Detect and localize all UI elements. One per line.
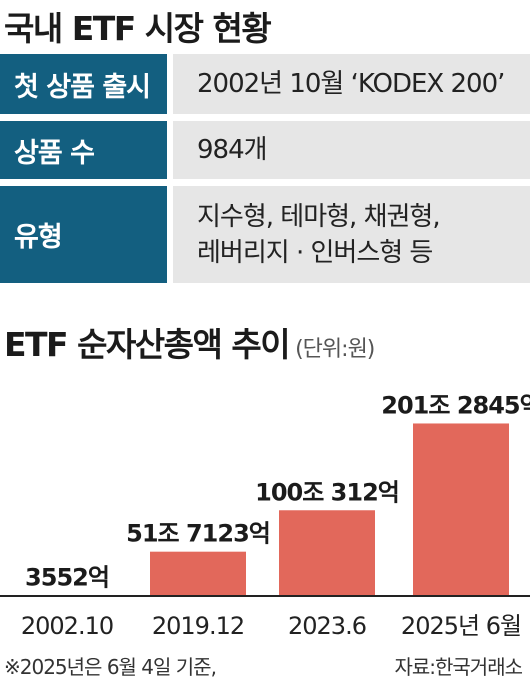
info-value-types-line-1: 지수형, 테마형, 채권형,: [197, 201, 441, 232]
x-tick-label-0: 2002.10: [21, 612, 113, 640]
info-value-launch-text: 2002년 10월 ‘KODEX 200’: [197, 69, 505, 99]
bar-3: [413, 423, 509, 596]
data-label-0: 3552억: [25, 564, 109, 592]
bar-1: [150, 551, 246, 596]
market-info-table: 첫 상품 출시 2002년 10월 ‘KODEX 200’ 상품 수 984개 …: [0, 54, 530, 290]
info-value-launch: 2002년 10월 ‘KODEX 200’: [173, 54, 530, 114]
x-tick-label-2: 2023.6: [288, 612, 366, 640]
info-row-types: 유형 지수형, 테마형, 채권형, 레버리지 · 인버스형 등: [0, 186, 530, 283]
data-label-1: 51조 7123억: [126, 520, 270, 548]
chart-unit: (단위:원): [295, 337, 375, 362]
footnote: ※2025년은 6월 4일 기준,: [4, 655, 217, 679]
info-value-types: 지수형, 테마형, 채권형, 레버리지 · 인버스형 등: [173, 186, 530, 283]
info-label-count: 상품 수: [0, 121, 167, 179]
info-value-types-line-2: 레버리지 · 인버스형 등: [197, 237, 433, 268]
info-label-types: 유형: [0, 186, 167, 283]
chart-title-text: ETF 순자산총액 추이: [4, 325, 291, 364]
x-tick-label-1: 2019.12: [152, 612, 244, 640]
chart-title: ETF 순자산총액 추이 (단위:원): [4, 318, 375, 366]
net-asset-bar-chart: 3552억 2002.10 51조 7123억 2019.12 100조 312억 202…: [0, 391, 530, 640]
source-note: 자료:한국거래소: [394, 655, 523, 679]
data-label-2: 100조 312억: [255, 478, 399, 506]
info-label-launch: 첫 상품 출시: [0, 54, 167, 114]
bar-2: [279, 510, 375, 596]
data-label-3: 201조 2845억: [381, 391, 530, 419]
info-value-count-text: 984개: [197, 135, 268, 165]
info-value-count: 984개: [173, 121, 530, 179]
info-row-count: 상품 수 984개: [0, 121, 530, 179]
info-row-launch: 첫 상품 출시 2002년 10월 ‘KODEX 200’: [0, 54, 530, 114]
page-title: 국내 ETF 시장 현황: [4, 9, 272, 48]
x-tick-label-3: 2025년 6월: [401, 612, 521, 640]
